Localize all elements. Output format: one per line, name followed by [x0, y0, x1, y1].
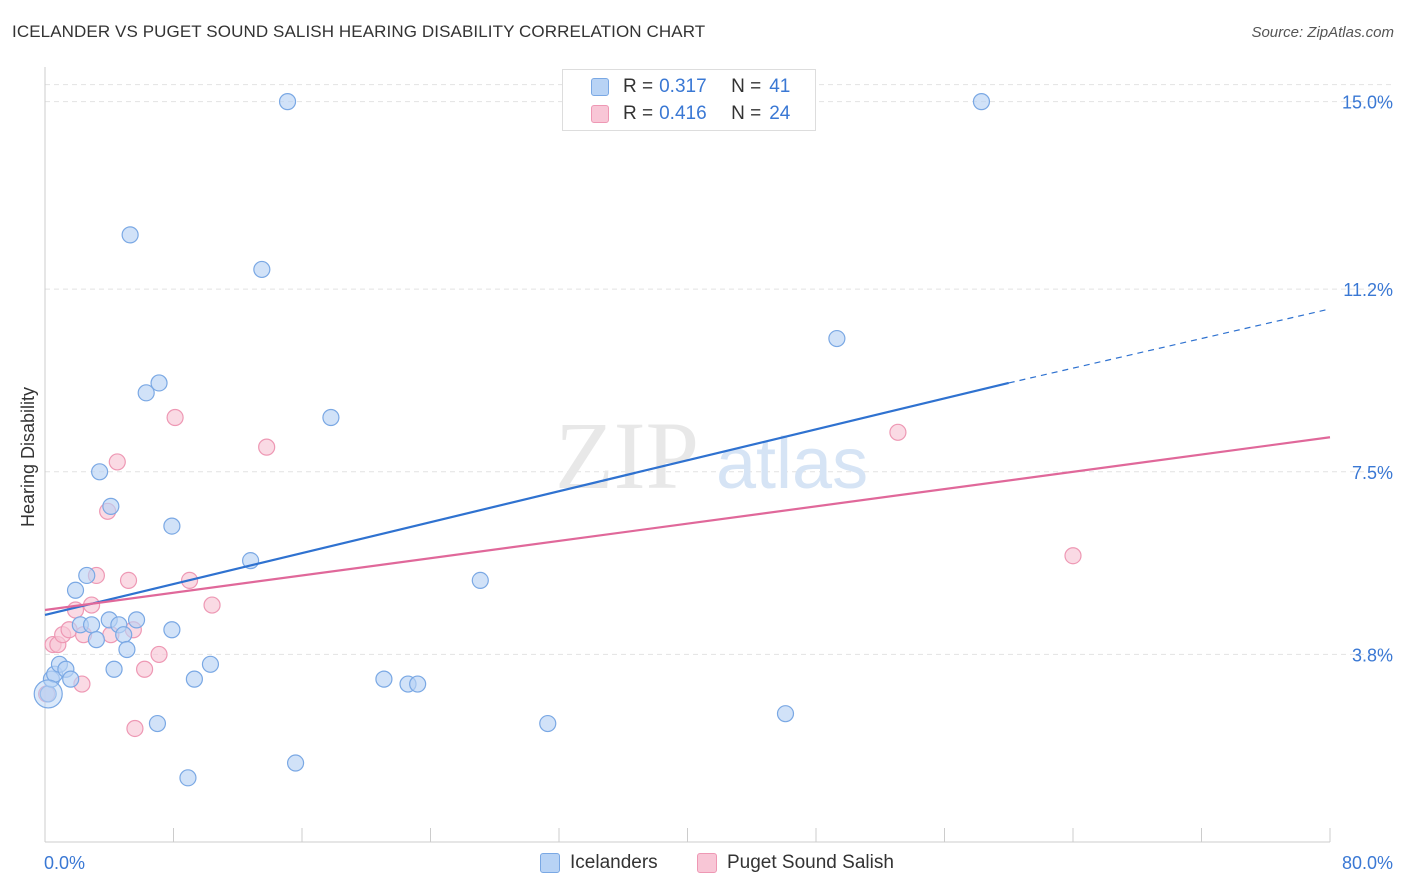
legend-row-icelanders: R = 0.317 N = 41 — [563, 75, 790, 99]
icelander-point — [82, 616, 101, 634]
icelander-point — [87, 631, 106, 649]
icelander-point — [201, 655, 220, 673]
legend-n-value: 24 — [769, 103, 791, 124]
bottom-legend-label: Puget Sound Salish — [727, 852, 894, 873]
y-tick-label: 7.5% — [1352, 463, 1393, 483]
icelander-point — [828, 329, 846, 348]
icelander-point — [148, 714, 167, 733]
icelander-trend-line — [44, 381, 1010, 617]
icelander-point — [66, 581, 85, 599]
icelander-point — [322, 408, 340, 427]
puget-point — [108, 453, 126, 471]
icelander-points — [33, 93, 991, 787]
icelander-point — [118, 640, 136, 659]
legend: R = 0.317 N = 41 R = 0.416 N = 24 — [562, 69, 816, 131]
puget-point — [1064, 547, 1082, 565]
icelander-point — [91, 463, 109, 481]
icelander-point — [121, 226, 139, 244]
puget-point — [150, 645, 168, 664]
icelander-point — [286, 754, 305, 772]
y-tick-label: 3.8% — [1352, 645, 1393, 665]
icelander-point — [539, 714, 557, 733]
bottom-legend-label: Icelanders — [570, 852, 658, 873]
puget-point — [258, 438, 276, 456]
trend-lines — [44, 308, 1331, 617]
icelander-point — [471, 571, 489, 589]
legend-r-value: 0.416 — [659, 103, 707, 124]
bottom-legend-puget: Puget Sound Salish — [697, 852, 894, 874]
icelander-point — [102, 497, 120, 515]
icelander-point — [163, 621, 181, 639]
chart-title: ICELANDER VS PUGET SOUND SALISH HEARING … — [12, 22, 706, 41]
icelander-trend-extension — [1008, 308, 1331, 384]
icelander-point — [62, 670, 80, 688]
puget-point — [889, 423, 907, 441]
legend-r-label: R = — [623, 103, 654, 124]
legend-r-value: 0.317 — [659, 76, 707, 97]
axes — [44, 67, 1331, 843]
puget-point — [203, 596, 221, 614]
y-axis-label: Hearing Disability — [18, 387, 38, 527]
icelander-point — [115, 626, 133, 644]
puget-point — [126, 719, 144, 738]
watermark: ZIP atlas — [555, 402, 868, 509]
icelander-point-large — [33, 679, 63, 709]
axis-labels: 3.8% 7.5% 11.2% 15.0% 0.0% 80.0% Hearing Disab… — [18, 93, 1393, 873]
icelander-point — [253, 260, 271, 279]
icelanders-swatch — [540, 853, 560, 873]
icelander-point — [163, 517, 181, 535]
icelander-point — [78, 566, 96, 585]
icelander-point — [375, 670, 393, 688]
puget-trend-line — [44, 436, 1331, 612]
gridlines — [45, 84, 1395, 655]
icelander-point — [409, 675, 427, 693]
x-tick-label-min: 0.0% — [44, 853, 85, 873]
icelander-point — [137, 384, 155, 402]
puget-point — [166, 408, 184, 427]
y-tick-label: 15.0% — [1342, 93, 1393, 113]
watermark-atlas: atlas — [716, 424, 868, 504]
x-tick-label-max: 80.0% — [1342, 853, 1393, 873]
legend-row-puget: R = 0.416 N = 24 — [563, 102, 790, 126]
puget-swatch — [697, 853, 717, 873]
icelander-point — [127, 611, 146, 629]
bottom-legend-icelanders: Icelanders — [540, 852, 658, 874]
legend-n-label: N = — [731, 76, 762, 97]
legend-r-label: R = — [623, 76, 654, 97]
y-tick-label: 11.2% — [1343, 280, 1393, 300]
icelander-point — [972, 93, 991, 111]
icelanders-swatch — [591, 78, 609, 96]
icelander-point — [278, 93, 297, 111]
icelander-point — [185, 670, 203, 688]
icelander-point — [179, 769, 197, 787]
watermark-zip: ZIP — [555, 402, 699, 509]
source-label: Source: ZipAtlas.com — [1251, 24, 1394, 41]
legend-n-value: 41 — [769, 76, 791, 97]
icelander-point — [776, 705, 795, 723]
icelander-point — [150, 374, 168, 392]
puget-point — [119, 571, 138, 589]
puget-swatch — [591, 105, 609, 123]
icelander-point — [105, 660, 123, 678]
legend-n-label: N = — [731, 103, 762, 124]
puget-point — [135, 660, 154, 678]
